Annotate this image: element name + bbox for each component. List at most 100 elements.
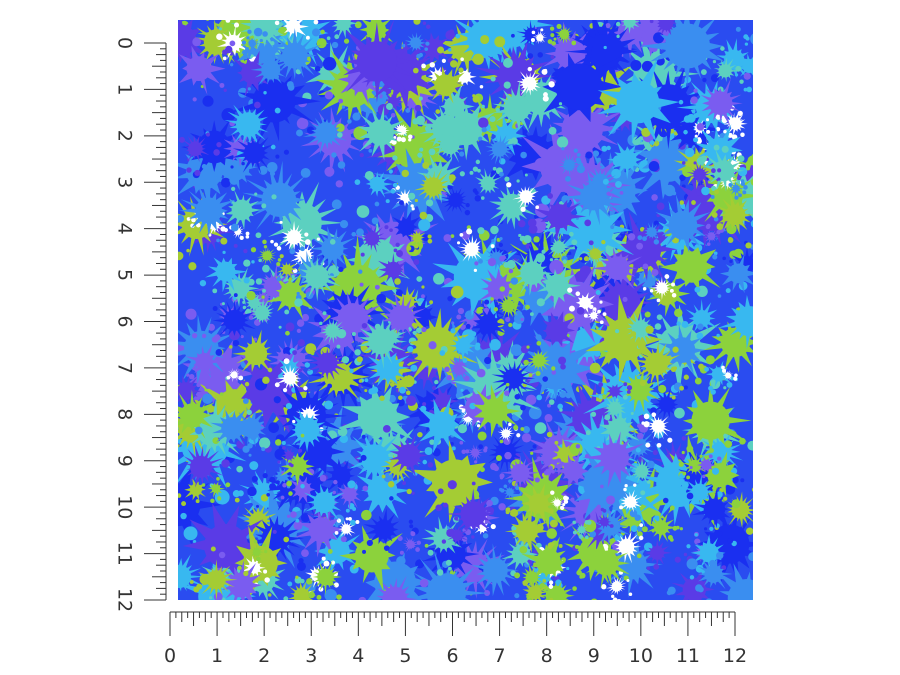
paint-droplet [571, 40, 577, 46]
paint-droplet [667, 535, 673, 541]
paint-droplet [540, 28, 544, 32]
paint-droplet [429, 439, 435, 445]
paint-droplet [247, 442, 253, 449]
paint-droplet [398, 395, 403, 401]
paint-droplet [490, 76, 496, 82]
paint-droplet [419, 578, 429, 588]
paint-droplet [656, 314, 663, 320]
paint-droplet [277, 460, 281, 464]
paint-droplet [338, 98, 344, 104]
paint-droplet [542, 95, 549, 102]
paint-droplet [563, 495, 568, 501]
vertical-ruler-label: 8 [114, 408, 136, 420]
paint-droplet [493, 465, 499, 472]
paint-droplet [450, 442, 454, 446]
horizontal-ruler-label: 2 [258, 645, 270, 667]
paint-splat-core [618, 538, 635, 555]
paint-droplet [547, 403, 551, 408]
paint-splat-core [624, 496, 637, 508]
paint-droplet [489, 116, 496, 123]
paint-droplet [656, 202, 665, 211]
paint-droplet [648, 161, 660, 172]
paint-droplet [253, 319, 261, 326]
paint-droplet [320, 29, 325, 34]
paint-droplet [627, 233, 636, 241]
paint-splat-core [515, 520, 538, 543]
paint-droplet [505, 382, 510, 387]
paint-droplet [242, 49, 247, 55]
paint-droplet [653, 239, 660, 245]
paint-droplet [356, 228, 364, 237]
paint-droplet [674, 556, 681, 563]
paint-droplet [547, 39, 553, 44]
paint-droplet [300, 512, 311, 523]
paint-droplet [683, 374, 689, 380]
paint-droplet [546, 528, 558, 539]
paint-droplet [379, 395, 385, 401]
paint-droplet [622, 394, 628, 400]
paint-droplet [700, 155, 707, 162]
paint-droplet [604, 414, 611, 421]
paint-droplet [253, 27, 263, 37]
paint-droplet [589, 530, 597, 538]
paint-droplet [710, 195, 715, 199]
paint-droplet [282, 346, 292, 356]
paint-droplet [612, 597, 618, 600]
paint-splat-core [605, 256, 630, 281]
paint-droplet [585, 151, 593, 159]
paint-droplet [398, 200, 404, 206]
paint-droplet [458, 67, 464, 73]
paint-droplet [547, 193, 554, 199]
paint-droplet [296, 291, 300, 296]
paint-droplet [713, 144, 720, 151]
paint-splat-core [590, 248, 601, 260]
paint-droplet [389, 496, 394, 501]
paint-droplet [304, 232, 309, 237]
paint-droplet [429, 62, 436, 68]
paint-droplet [603, 45, 607, 50]
paint-droplet [196, 222, 201, 228]
paint-droplet [599, 300, 603, 304]
paint-droplet [326, 36, 331, 41]
paint-splat-core [356, 41, 398, 82]
paint-droplet [209, 596, 213, 600]
paint-droplet [541, 68, 548, 75]
paint-splat-core [532, 354, 546, 368]
paint-droplet [454, 516, 459, 521]
paint-droplet [262, 31, 268, 37]
paint-droplet [623, 382, 628, 387]
horizontal-ruler-label: 1 [211, 645, 223, 667]
paint-droplet [686, 113, 696, 123]
paint-splat-core [603, 284, 641, 322]
paint-droplet [649, 20, 654, 24]
paint-droplet [601, 145, 608, 152]
paint-droplet [212, 306, 218, 312]
paint-droplet [645, 442, 651, 448]
paint-droplet [464, 122, 469, 127]
paint-droplet [323, 560, 330, 567]
paint-droplet [734, 195, 739, 200]
paint-droplet [205, 383, 211, 389]
paint-droplet [478, 136, 483, 141]
paint-droplet [359, 282, 364, 287]
paint-droplet [722, 256, 726, 261]
paint-droplet [216, 33, 223, 40]
paint-splat-core [545, 274, 569, 298]
paint-splat-core [712, 160, 735, 182]
paint-droplet [711, 211, 718, 218]
paint-droplet [408, 138, 412, 142]
paint-droplet [584, 453, 590, 459]
paint-splat-core [179, 403, 204, 428]
paint-droplet [335, 180, 343, 188]
paint-droplet [426, 24, 431, 29]
paint-splat-core [261, 182, 297, 217]
paint-droplet [681, 436, 687, 441]
paint-droplet [725, 288, 731, 294]
paint-droplet [416, 540, 422, 545]
paint-droplet [443, 234, 452, 243]
paint-droplet [388, 394, 396, 403]
paint-droplet [725, 484, 736, 495]
paint-droplet [503, 81, 511, 89]
paint-droplet [716, 223, 724, 230]
